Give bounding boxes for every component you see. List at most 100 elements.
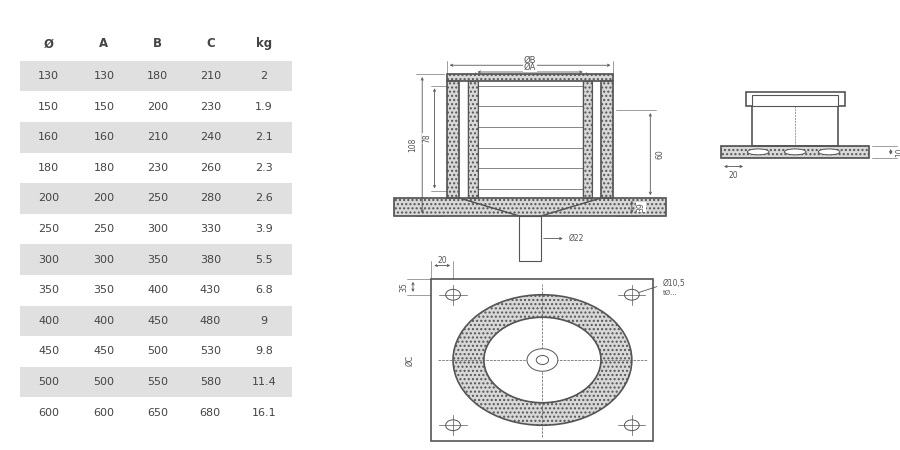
Text: A: A: [99, 37, 109, 50]
Text: ØC: ØC: [405, 355, 414, 365]
Text: kg: kg: [256, 37, 272, 50]
Text: 550: 550: [148, 377, 168, 387]
Text: B: B: [153, 37, 162, 50]
Text: 260: 260: [200, 163, 220, 173]
Bar: [447, 74, 613, 81]
Text: 240: 240: [200, 132, 220, 142]
Text: 16.1: 16.1: [252, 408, 276, 418]
Ellipse shape: [818, 149, 840, 155]
Circle shape: [625, 289, 639, 300]
Text: 3.9: 3.9: [256, 224, 273, 234]
Text: 210: 210: [200, 71, 220, 81]
Circle shape: [453, 295, 632, 425]
Text: Ø10,5: Ø10,5: [662, 279, 686, 288]
Bar: [21, 306, 292, 336]
Text: 180: 180: [38, 163, 59, 173]
Circle shape: [527, 349, 558, 371]
Text: 350: 350: [38, 285, 59, 295]
Bar: [21, 91, 292, 122]
Text: 300: 300: [38, 255, 59, 265]
Text: 400: 400: [148, 285, 168, 295]
Ellipse shape: [747, 149, 769, 155]
Text: 300: 300: [94, 255, 114, 265]
Bar: [21, 336, 292, 367]
Bar: [721, 146, 869, 158]
Bar: [601, 81, 613, 198]
Text: 2.3: 2.3: [256, 163, 273, 173]
Bar: [21, 214, 292, 244]
Text: 35: 35: [400, 282, 409, 292]
Text: Ø22: Ø22: [569, 234, 584, 243]
Text: 5.5: 5.5: [256, 255, 273, 265]
Text: 230: 230: [148, 163, 168, 173]
Bar: [447, 81, 459, 198]
Bar: [601, 81, 613, 198]
Bar: [746, 92, 844, 106]
Text: 130: 130: [94, 71, 114, 81]
Bar: [447, 81, 459, 198]
Text: 160: 160: [38, 132, 59, 142]
Bar: [21, 122, 292, 153]
Text: 250: 250: [94, 224, 114, 234]
Text: Ø: Ø: [44, 37, 54, 50]
Text: C: C: [206, 37, 215, 50]
Circle shape: [446, 289, 461, 300]
Bar: [447, 74, 613, 81]
Text: 400: 400: [38, 316, 59, 326]
Text: 500: 500: [148, 346, 168, 356]
Text: 180: 180: [94, 163, 114, 173]
Bar: [519, 216, 541, 261]
Bar: [21, 244, 292, 275]
Bar: [21, 275, 292, 306]
Text: 20: 20: [729, 171, 738, 180]
Text: 400: 400: [94, 316, 114, 326]
Polygon shape: [459, 198, 601, 216]
Text: 680: 680: [200, 408, 220, 418]
Text: 530: 530: [200, 346, 220, 356]
Text: 330: 330: [200, 224, 220, 234]
Text: 200: 200: [148, 102, 168, 112]
Bar: [21, 367, 292, 397]
Text: 150: 150: [38, 102, 59, 112]
Text: 11.4: 11.4: [252, 377, 276, 387]
Text: 230: 230: [200, 102, 220, 112]
Text: 580: 580: [200, 377, 220, 387]
Text: ØA: ØA: [524, 63, 536, 72]
Text: 2.6: 2.6: [256, 194, 273, 203]
Text: 60: 60: [655, 149, 664, 159]
Bar: [468, 81, 478, 198]
Text: 160: 160: [94, 132, 114, 142]
Text: 200: 200: [94, 194, 114, 203]
Text: 210: 210: [148, 132, 168, 142]
Circle shape: [446, 420, 461, 431]
Bar: [394, 198, 666, 216]
Text: 130: 130: [38, 71, 59, 81]
Text: 2: 2: [261, 71, 267, 81]
Text: tØ...: tØ...: [662, 289, 678, 296]
Text: 108: 108: [409, 138, 418, 152]
Text: 9: 9: [261, 316, 267, 326]
Bar: [582, 81, 592, 198]
Text: 10: 10: [896, 147, 900, 157]
Bar: [21, 153, 292, 183]
Bar: [431, 279, 653, 441]
Text: 600: 600: [38, 408, 59, 418]
Text: 78: 78: [423, 134, 432, 143]
Text: 350: 350: [148, 255, 168, 265]
Circle shape: [484, 317, 601, 403]
Text: 380: 380: [200, 255, 220, 265]
Bar: [21, 397, 292, 428]
Text: 20: 20: [437, 256, 447, 265]
Circle shape: [536, 356, 549, 364]
Text: 6.8: 6.8: [256, 285, 273, 295]
Bar: [752, 106, 838, 146]
Bar: [721, 146, 869, 158]
Text: ØB: ØB: [524, 55, 536, 64]
Bar: [21, 61, 292, 91]
Text: 39: 39: [636, 202, 645, 212]
Text: 250: 250: [38, 224, 59, 234]
Text: 430: 430: [200, 285, 220, 295]
Text: 350: 350: [94, 285, 114, 295]
Text: 500: 500: [38, 377, 59, 387]
Text: 280: 280: [200, 194, 220, 203]
